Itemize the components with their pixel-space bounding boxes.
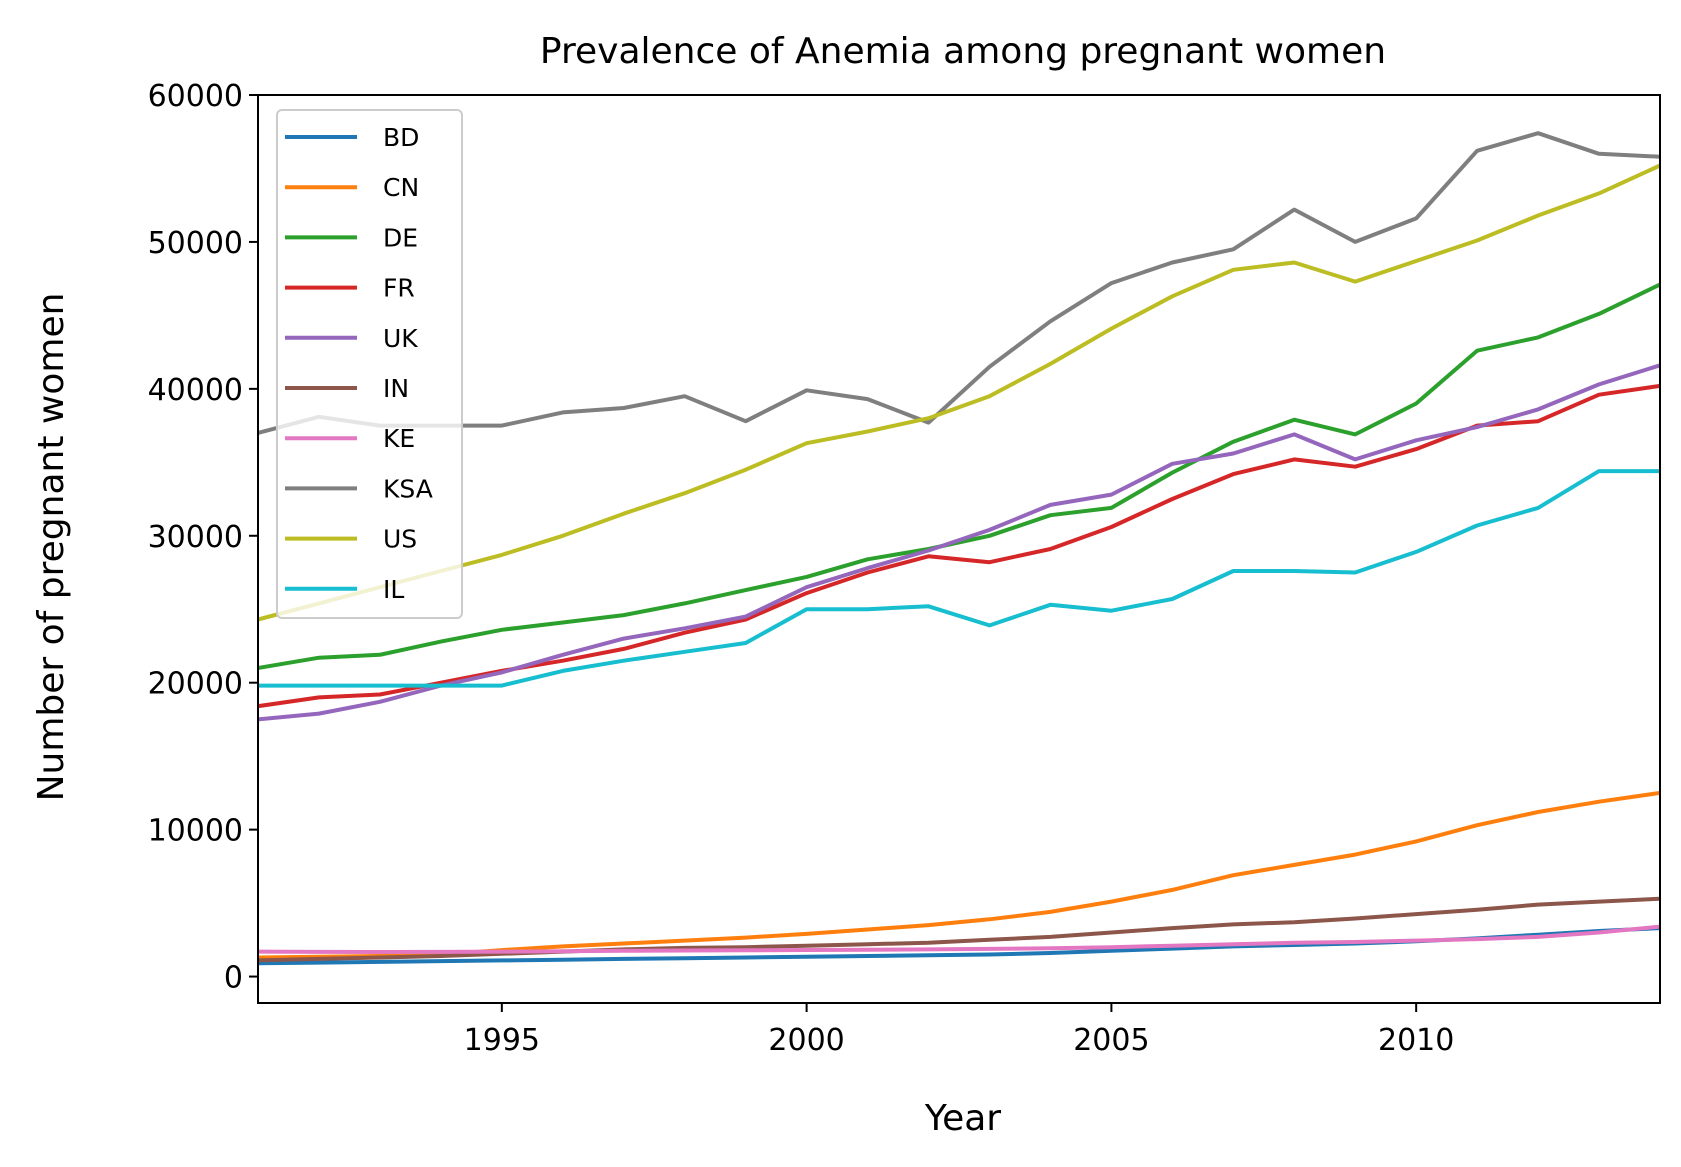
chart-title: Prevalence of Anemia among pregnant wome… (540, 31, 1386, 72)
legend-item-ksa: KSA (285, 474, 433, 503)
y-tick-label: 50000 (148, 226, 243, 261)
y-tick-label: 20000 (148, 667, 243, 702)
x-tick-label: 2005 (1073, 1023, 1149, 1058)
axes-frame (257, 94, 1661, 1004)
series-group (258, 131, 1660, 966)
series-line-in (258, 896, 1660, 963)
legend-label: UK (383, 324, 418, 353)
legend-item-de: DE (285, 223, 418, 252)
legend-item-fr: FR (285, 274, 415, 303)
x-axis-label: Year (924, 1098, 1001, 1139)
legend-label: IL (383, 575, 404, 604)
legend-label: US (383, 525, 417, 554)
y-tick-label: 30000 (148, 520, 243, 555)
series-line-ksa (258, 131, 1660, 435)
y-tick-label: 40000 (148, 373, 243, 408)
series-line-de (258, 282, 1660, 671)
y-tick-label: 0 (224, 961, 243, 996)
x-tick-label: 2010 (1378, 1023, 1454, 1058)
legend-label: KE (383, 424, 415, 453)
x-tick-label: 2000 (768, 1023, 844, 1058)
legend-item-in: IN (285, 374, 409, 403)
legend-label: IN (383, 374, 409, 403)
legend-item-uk: UK (285, 324, 418, 353)
plot-area: 0 10000 20000 30000 40000 50000 60000 1995 2000 2… (148, 79, 1661, 1058)
legend-label: BD (383, 123, 419, 152)
y-tick-label: 10000 (148, 814, 243, 849)
legend-item-ke: KE (285, 424, 415, 453)
legend-label: DE (383, 223, 418, 252)
y-axis-label: Number of pregnant women (31, 293, 72, 802)
y-tick-label: 60000 (148, 79, 243, 114)
legend-label: CN (383, 173, 419, 202)
x-tick-label: 1995 (464, 1023, 540, 1058)
legend-label: KSA (383, 474, 433, 503)
legend-item-bd: BD (285, 123, 419, 152)
legend-item-us: US (285, 525, 417, 554)
legend-item-il: IL (285, 575, 404, 604)
legend: BD CN DE FR UK IN KE KSA US IL (276, 109, 463, 619)
series-line-il (258, 469, 1660, 688)
legend-item-cn: CN (285, 173, 419, 202)
series-line-uk (258, 363, 1660, 722)
legend-label: FR (383, 274, 415, 303)
series-line-ke (258, 924, 1660, 954)
series-line-us (258, 163, 1660, 622)
